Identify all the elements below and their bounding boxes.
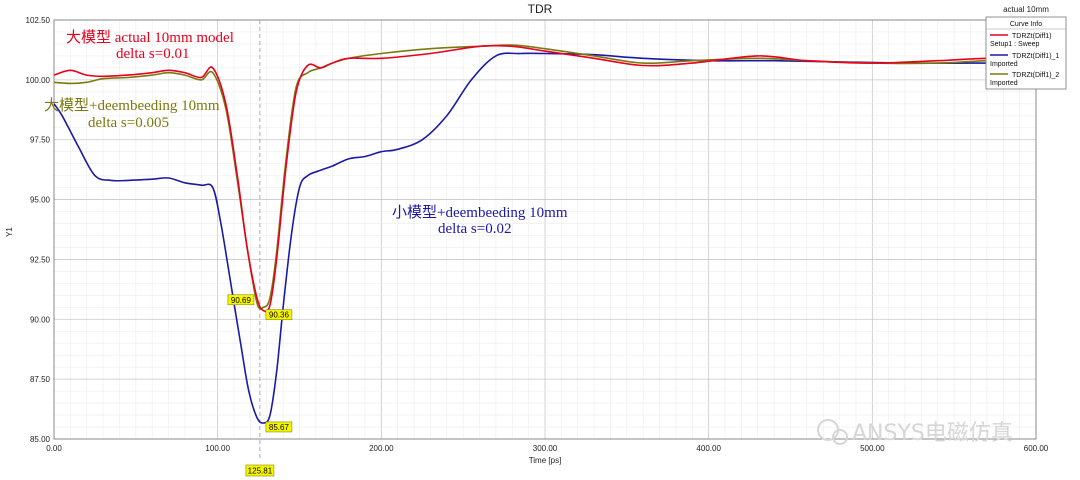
chart-title: TDR [528,2,553,16]
x-tick-label: 0.00 [46,444,62,453]
y-tick-label: 97.50 [30,136,51,145]
x-tick-label: 100.00 [205,444,230,453]
legend-name-2: TDRZt(Diff1)_2 [1012,72,1059,79]
x-axis-label: Time [ps] [529,456,562,465]
marker-box [265,309,293,320]
annotation-red-line1: 大模型 actual 10mm model [66,29,234,46]
y-tick-label: 90.00 [30,315,51,324]
annotation-blue: 小模型+deembeeding 10mm delta s=0.02 [392,204,568,237]
legend-name-1: TDRZt(Diff1)_1 [1012,53,1059,60]
series-line-2 [53,44,1037,310]
annotation-red-line2: delta s=0.01 [116,46,189,62]
x-tick-label: 200.00 [369,444,394,453]
marker-1: 90.36 [265,309,293,320]
legend-name-0: TDRZt(Diff1) [1012,33,1052,40]
y-tick-label: 87.50 [30,375,51,384]
legend-title: Curve Info [1010,21,1042,28]
annotation-olive-line1: 大模型+deembeeding 10mm [44,97,220,114]
y-axis-label: Y1 [5,227,14,237]
y-axis-ticks: 85.00 87.50 90.00 92.50 95.00 97.50 100.00 102.… [26,16,51,444]
plot-frame [53,19,1037,440]
corner-label: actual 10mm [1003,5,1049,14]
series-line-1 [53,52,1036,424]
cursor-x-label: 125.81 [245,464,275,477]
legend-sub-0: Setup1 : Sweep [990,41,1040,48]
wechat-icon [817,419,839,441]
x-tick-label: 300.00 [533,444,558,453]
marker-layer: 90.69 90.36 85.67 [227,294,293,433]
x-tick-label: 500.00 [860,444,885,453]
wechat-icon-small [832,429,848,445]
cursor-label-layer: 125.81 [245,464,275,477]
y-tick-label: 95.00 [30,196,51,205]
cursor-x-label-box [245,464,275,477]
marker-label: 90.69 [231,296,252,305]
y-tick-label: 100.00 [26,76,51,85]
x-tick-label: 400.00 [696,444,721,453]
y-tick-label: 92.50 [30,255,51,264]
legend: Curve Info TDRZt(Diff1) Setup1 : Sweep T… [985,16,1067,90]
grid [54,20,1036,439]
y-tick-label: 85.00 [30,435,51,444]
y-tick-label: 102.50 [26,16,51,25]
cursor-x-label-text: 125.81 [248,467,273,476]
marker-0: 90.69 [227,294,255,306]
marker-box [227,294,255,306]
watermark: ANSYS电磁仿真 [817,419,1013,446]
series-layer [53,44,1037,424]
x-tick-label: 600.00 [1024,444,1049,453]
series-line-0 [53,44,1037,313]
marker-box [265,421,293,433]
annotation-olive: 大模型+deembeeding 10mm delta s=0.005 [44,97,220,131]
marker-label: 90.36 [269,311,290,320]
watermark-text: ANSYS电磁仿真 [852,421,1013,446]
annotation-olive-line2: delta s=0.005 [88,115,169,131]
marker-2: 85.67 [265,421,293,433]
annotation-red: 大模型 actual 10mm model delta s=0.01 [66,29,234,62]
legend-sub-2: Imported [990,80,1018,87]
x-axis-ticks: 0.00 100.00 200.00 300.00 400.00 500.00 600.00 [46,444,1049,453]
legend-sub-1: Imported [990,61,1018,68]
marker-label: 85.67 [269,423,290,432]
annotation-blue-line2: delta s=0.02 [438,221,511,237]
annotation-blue-line1: 小模型+deembeeding 10mm [392,204,568,221]
